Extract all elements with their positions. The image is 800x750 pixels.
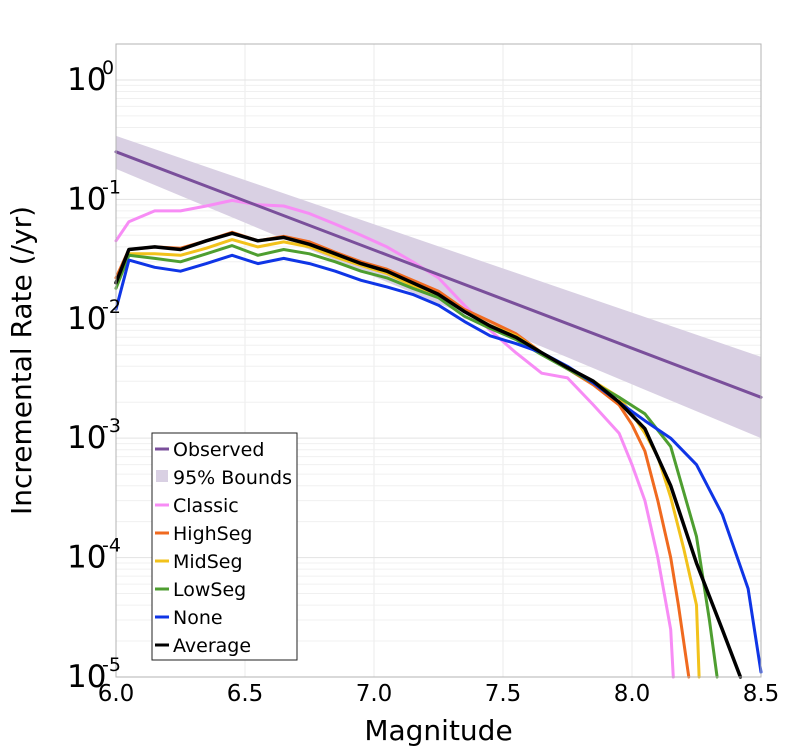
series-lowseg-line <box>114 244 719 679</box>
x-tick-label: 7.0 <box>356 681 393 707</box>
y-tick-base: 10 <box>67 420 106 456</box>
legend-box <box>151 432 298 661</box>
legend-label: HighSeg <box>173 523 252 545</box>
x-tick-label: 6.5 <box>227 681 264 707</box>
legend-swatch <box>156 470 168 482</box>
legend-item: HighSeg <box>155 523 252 545</box>
y-tick-base: 10 <box>67 540 106 576</box>
x-axis-title: Magnitude <box>364 714 512 747</box>
legend: Observed 95% Bounds Classic HighSeg MidSeg Lo… <box>151 432 298 661</box>
y-tick-base: 10 <box>67 181 106 217</box>
x-tick-label: 7.5 <box>485 681 522 707</box>
y-axis-title: Incremental Rate (/yr) <box>5 206 38 515</box>
legend-item: None <box>155 607 223 629</box>
legend-item: Classic <box>155 495 239 517</box>
series-observed-line <box>114 150 763 399</box>
y-tick-exponent: 0 <box>102 57 114 79</box>
y-tick-label: 10-1 <box>67 176 121 217</box>
x-tick-label: 6.0 <box>98 681 135 707</box>
y-tick-exponent: -2 <box>102 296 121 318</box>
y-tick-base: 10 <box>67 62 106 98</box>
legend-item: Average <box>155 635 251 657</box>
x-tick-label: 8.5 <box>743 681 780 707</box>
legend-label: 95% Bounds <box>173 467 292 489</box>
y-tick-label: 100 <box>67 57 114 98</box>
x-tick-labels: 6.0 6.5 7.0 7.5 8.0 8.5 <box>98 681 780 707</box>
x-tick-label: 8.0 <box>614 681 651 707</box>
y-tick-exponent: -1 <box>102 176 121 198</box>
bounds-band <box>116 135 761 439</box>
legend-label: LowSeg <box>173 579 246 601</box>
y-tick-base: 10 <box>67 301 106 337</box>
legend-item: Observed <box>155 439 264 461</box>
legend-item: 95% Bounds <box>156 467 292 489</box>
legend-label: Classic <box>173 495 239 517</box>
legend-label: None <box>173 607 223 629</box>
legend-label: Average <box>173 635 251 657</box>
series-average-line <box>114 231 743 679</box>
legend-item: LowSeg <box>155 579 246 601</box>
y-tick-label: 10-5 <box>67 654 121 695</box>
plot-frame <box>115 43 762 678</box>
bounds-layer <box>116 135 761 439</box>
y-tick-exponent: -3 <box>102 415 121 437</box>
legend-item: MidSeg <box>155 551 243 573</box>
legend-label: MidSeg <box>173 551 243 573</box>
y-tick-label: 10-3 <box>67 415 121 456</box>
y-tick-exponent: -4 <box>102 535 121 557</box>
y-tick-label: 10-2 <box>67 296 121 337</box>
series-layer <box>114 150 763 679</box>
y-tick-base: 10 <box>67 659 106 695</box>
series-none-line <box>114 253 763 674</box>
y-tick-exponent: -5 <box>102 654 121 676</box>
y-tick-label: 10-4 <box>67 535 121 576</box>
legend-label: Observed <box>173 439 264 461</box>
